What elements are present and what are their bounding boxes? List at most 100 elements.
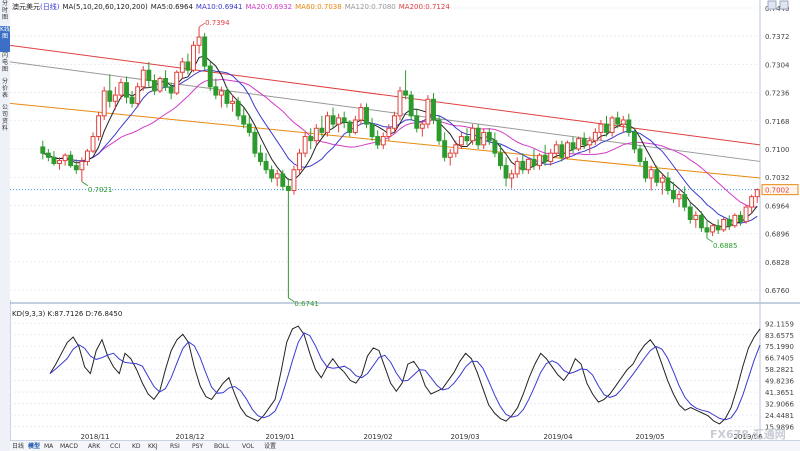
candle-body (297, 152, 302, 171)
candle-body (419, 123, 425, 129)
x-tick-label: 2019/01 (265, 433, 294, 440)
candle-body (609, 117, 615, 133)
candlesticks (40, 27, 760, 298)
candle-body (458, 136, 464, 146)
x-tick-label: 2019/02 (363, 433, 392, 440)
candle-body (754, 189, 760, 198)
candle-body (592, 131, 598, 142)
candle-body (498, 152, 503, 167)
candle-body (442, 140, 448, 158)
ma20-line (42, 78, 758, 208)
candle-body (84, 150, 90, 162)
candle-body (157, 78, 163, 92)
candle-body (520, 160, 526, 171)
candle-body (749, 196, 755, 208)
bottom-tab[interactable]: VOL (242, 443, 255, 450)
candle-body (347, 121, 353, 133)
candle-body (408, 94, 414, 117)
candle-body (559, 144, 565, 158)
candle-body (179, 61, 185, 73)
candle-body (403, 90, 409, 96)
sidebar-tab[interactable]: K线图 (0, 26, 10, 52)
candle-body (598, 123, 604, 133)
ma-value: MA60:0.7038 (295, 3, 342, 11)
candle-body (481, 131, 487, 146)
annotation-pointer (198, 22, 206, 28)
price-tick-label: 0.7440 (765, 5, 790, 13)
kd-tick-label: 15.9896 (765, 424, 794, 432)
chart-canvas[interactable]: 0.7440 0.7372 0.7304 0.7236 0.7168 0.7100 0.70… (10, 0, 800, 440)
bottom-tab[interactable]: BOLL (214, 443, 230, 450)
candle-body (358, 107, 364, 121)
candle-body (414, 115, 420, 129)
candle-body (553, 144, 559, 154)
bottom-tab[interactable]: KD (132, 443, 141, 450)
candle-body (51, 156, 57, 165)
sidebar-tab[interactable]: 分价表 (1, 78, 8, 99)
ma-value: MA120:0.7080 (345, 3, 396, 11)
bottom-tab[interactable]: MACD (60, 443, 78, 450)
kd-indicator (49, 325, 761, 425)
candle-body (537, 154, 542, 167)
candle-body (492, 140, 498, 154)
kd-tick-label: 41.3651 (765, 389, 794, 397)
bottom-tab[interactable]: ARK (88, 443, 101, 450)
bottom-tab[interactable]: CCI (110, 443, 121, 450)
candle-body (230, 100, 236, 104)
candle-body (715, 225, 721, 231)
candle-body (146, 69, 152, 82)
price-tick-label: 0.7236 (765, 90, 790, 98)
candle-body (576, 138, 582, 150)
candle-body (313, 127, 319, 142)
zoom-in-button (779, 0, 789, 10)
x-tick-label: 2019/06 (733, 433, 763, 440)
zoom-out-button (767, 0, 777, 10)
watermark: FX678 汇通网 (710, 428, 786, 440)
price-tick-label: 0.7100 (765, 146, 790, 154)
candle-body (57, 160, 62, 165)
x-tick-label: 2019/05 (635, 433, 664, 440)
candle-body (486, 131, 492, 142)
bottom-tab[interactable]: MA (44, 443, 54, 450)
candle-body (285, 185, 291, 191)
bottom-tab[interactable]: RSI (170, 443, 180, 450)
bottom-tab[interactable]: KKJ (148, 443, 158, 450)
ma-value: MA5:0.6964 (151, 3, 194, 11)
candle-body (224, 90, 230, 104)
sidebar-tab[interactable]: 分时图 (1, 0, 8, 21)
kd-tick-label: 75.1990 (765, 343, 794, 351)
candle-body (671, 189, 676, 200)
candle-body (615, 117, 621, 125)
candle-body (447, 152, 453, 158)
candle-body (341, 117, 347, 123)
bottom-tab[interactable]: PSY (192, 443, 204, 450)
candle-body (291, 169, 297, 191)
candle-body (140, 69, 146, 88)
candle-body (637, 148, 643, 162)
sidebar-tab[interactable]: 公司资料 (1, 104, 8, 132)
candle-body (698, 214, 704, 229)
kd-tick-label: 24.4481 (765, 412, 794, 420)
candle-body (738, 214, 743, 223)
candle-body (302, 136, 308, 154)
annotations: 0.7394 0.7021 0.6741 0.6885 (81, 19, 737, 308)
candle-body (665, 177, 671, 191)
bottom-tab[interactable]: 模型 (28, 443, 41, 450)
candle-body (191, 44, 196, 71)
annotation-pointer (706, 237, 714, 243)
kd-tick-label: 49.8236 (765, 378, 794, 386)
candle-body (631, 131, 637, 150)
kd-tick-label: 83.6575 (765, 332, 794, 340)
sidebar-tab[interactable]: 闪电图 (1, 52, 8, 73)
price-tick-label: 0.6896 (765, 231, 790, 239)
candle-body (45, 152, 51, 158)
bottom-tab[interactable]: 日线 (12, 443, 25, 450)
candle-body (135, 86, 141, 104)
bottom-tab[interactable]: 设置 (264, 443, 277, 450)
candle-body (436, 119, 442, 142)
candle-body (235, 100, 241, 117)
candle-body (174, 71, 180, 94)
candle-body (743, 206, 749, 223)
candle-body (151, 80, 157, 92)
